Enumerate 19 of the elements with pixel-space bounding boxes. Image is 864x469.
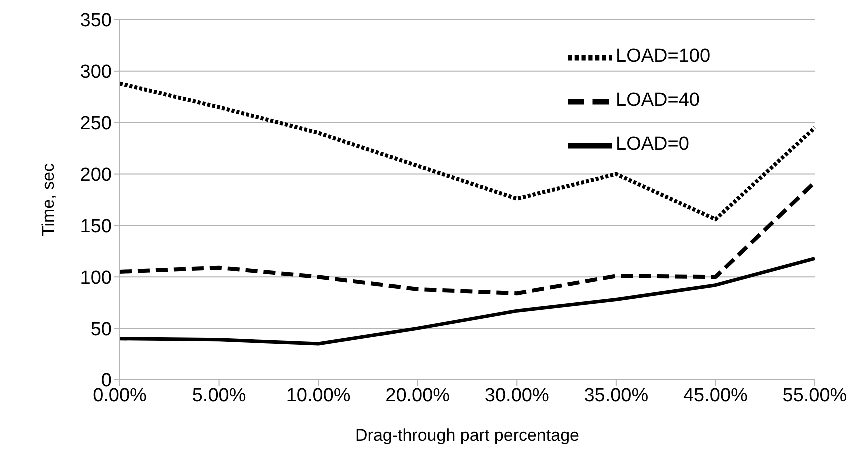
x-tick-label: 55.00% — [782, 385, 848, 406]
y-tick-label: 50 — [90, 319, 112, 340]
legend-label: LOAD=100 — [616, 46, 711, 68]
legend-label: LOAD=0 — [616, 134, 690, 156]
y-tick-label: 350 — [80, 10, 112, 32]
y-tick-label: 100 — [80, 268, 112, 289]
y-tick-label: 200 — [80, 165, 112, 186]
y-tick-label: 250 — [80, 114, 112, 135]
x-axis-title: Drag-through part percentage — [356, 426, 580, 445]
x-tick-label: 5.00% — [192, 385, 246, 406]
y-tick-label: 150 — [80, 216, 112, 238]
x-tick-label: 30.00% — [484, 385, 550, 406]
x-tick-label: 35.00% — [584, 385, 649, 406]
legend-label: LOAD=40 — [616, 90, 700, 112]
x-tick-label: 10.00% — [286, 385, 351, 406]
y-axis-title: Time, sec — [39, 162, 58, 237]
y-tick-label: 300 — [80, 62, 112, 84]
x-tick-label: 45.00% — [683, 385, 748, 406]
x-tick-label: 20.00% — [386, 385, 450, 406]
